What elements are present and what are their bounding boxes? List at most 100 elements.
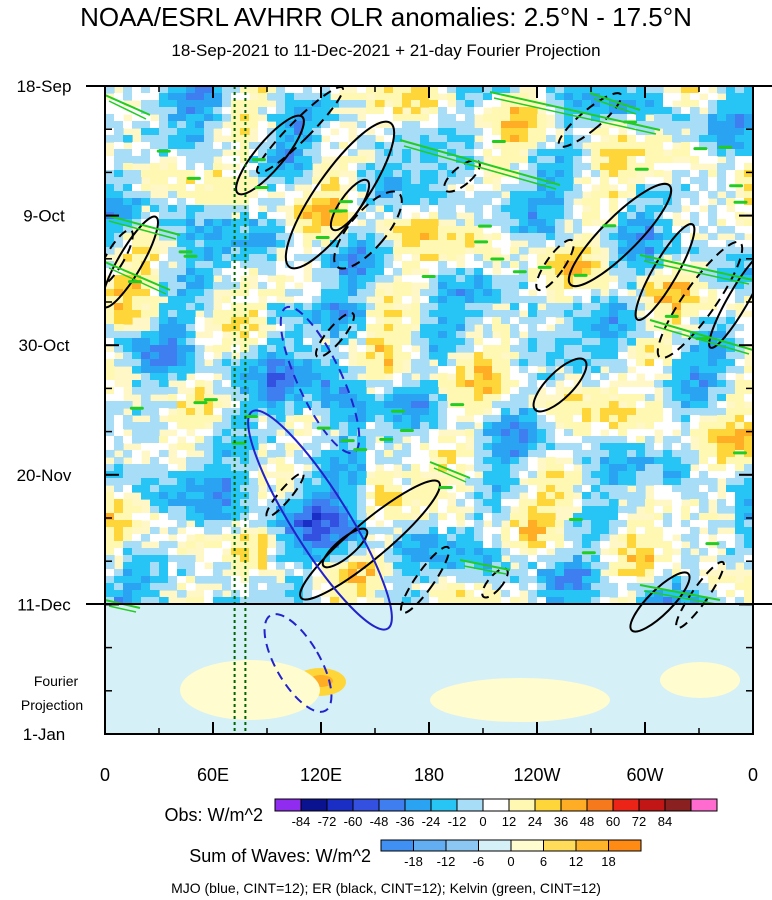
olr-cell: [411, 310, 421, 318]
olr-cell: [510, 555, 520, 563]
olr-cell: [195, 128, 205, 136]
olr-cell: [375, 513, 385, 521]
olr-cell: [267, 296, 277, 304]
olr-cell: [114, 142, 124, 150]
olr-cell: [438, 142, 448, 150]
olr-cell: [699, 373, 709, 381]
olr-cell: [321, 247, 331, 255]
olr-cell: [159, 408, 169, 416]
olr-cell: [339, 261, 349, 269]
olr-cell: [393, 261, 403, 269]
olr-cell: [366, 282, 376, 290]
olr-cell: [123, 401, 133, 409]
olr-cell: [321, 275, 331, 283]
olr-cell: [645, 142, 655, 150]
olr-cell: [717, 282, 727, 290]
olr-cell: [618, 492, 628, 500]
olr-cell: [483, 555, 493, 563]
olr-cell: [357, 492, 367, 500]
olr-cell: [204, 555, 214, 563]
olr-cell: [267, 338, 277, 346]
olr-cell: [276, 233, 286, 241]
olr-cell: [267, 317, 277, 325]
olr-cell: [636, 226, 646, 234]
olr-cell: [708, 443, 718, 451]
olr-cell: [222, 443, 232, 451]
olr-cell: [690, 359, 700, 367]
olr-cell: [447, 163, 457, 171]
olr-cell: [258, 562, 268, 570]
olr-cell: [375, 128, 385, 136]
olr-cell: [285, 247, 295, 255]
olr-cell: [726, 296, 736, 304]
olr-cell: [627, 86, 637, 94]
olr-cell: [708, 527, 718, 535]
olr-cell: [249, 520, 259, 528]
olr-cell: [186, 226, 196, 234]
olr-cell: [195, 93, 205, 101]
olr-cell: [591, 450, 601, 458]
olr-cell: [366, 380, 376, 388]
olr-cell: [609, 163, 619, 171]
olr-cell: [366, 121, 376, 129]
olr-cell: [681, 576, 691, 584]
olr-cell: [231, 114, 241, 122]
olr-cell: [537, 219, 547, 227]
olr-cell: [591, 191, 601, 199]
olr-cell: [240, 219, 250, 227]
olr-cell: [150, 380, 160, 388]
olr-cell: [717, 317, 727, 325]
olr-cell: [519, 443, 529, 451]
olr-cell: [573, 576, 583, 584]
olr-cell: [555, 226, 565, 234]
olr-cell: [330, 394, 340, 402]
olr-cell: [303, 170, 313, 178]
olr-cell: [735, 527, 745, 535]
olr-cell: [114, 506, 124, 514]
olr-cell: [330, 478, 340, 486]
olr-cell: [150, 527, 160, 535]
olr-cell: [663, 436, 673, 444]
olr-cell: [573, 170, 583, 178]
olr-cell: [582, 212, 592, 220]
olr-cell: [168, 100, 178, 108]
olr-cell: [600, 352, 610, 360]
olr-cell: [348, 317, 358, 325]
olr-cell: [240, 261, 250, 269]
olr-cell: [285, 394, 295, 402]
olr-cell: [555, 562, 565, 570]
olr-cell: [330, 436, 340, 444]
olr-cell: [240, 555, 250, 563]
er-contour: [634, 222, 696, 322]
olr-cell: [528, 317, 538, 325]
olr-cell: [618, 282, 628, 290]
olr-cell: [519, 93, 529, 101]
olr-cell: [204, 436, 214, 444]
olr-cell: [204, 121, 214, 129]
olr-cell: [456, 541, 466, 549]
olr-cell: [195, 422, 205, 430]
olr-cell: [177, 583, 187, 591]
olr-cell: [645, 527, 655, 535]
olr-cell: [546, 429, 556, 437]
olr-cell: [294, 170, 304, 178]
olr-cell: [177, 100, 187, 108]
olr-cell: [735, 303, 745, 311]
olr-cell: [546, 450, 556, 458]
olr-cell: [708, 576, 718, 584]
olr-cell: [465, 366, 475, 374]
olr-cell: [159, 506, 169, 514]
olr-cell: [384, 135, 394, 143]
olr-cell: [699, 289, 709, 297]
olr-cell: [510, 149, 520, 157]
olr-cell: [708, 149, 718, 157]
olr-cell: [186, 240, 196, 248]
olr-cell: [177, 233, 187, 241]
olr-cell: [177, 205, 187, 213]
olr-cell: [600, 415, 610, 423]
olr-cell: [519, 352, 529, 360]
olr-cell: [339, 443, 349, 451]
olr-cell: [681, 282, 691, 290]
olr-cell: [222, 436, 232, 444]
olr-cell: [564, 541, 574, 549]
